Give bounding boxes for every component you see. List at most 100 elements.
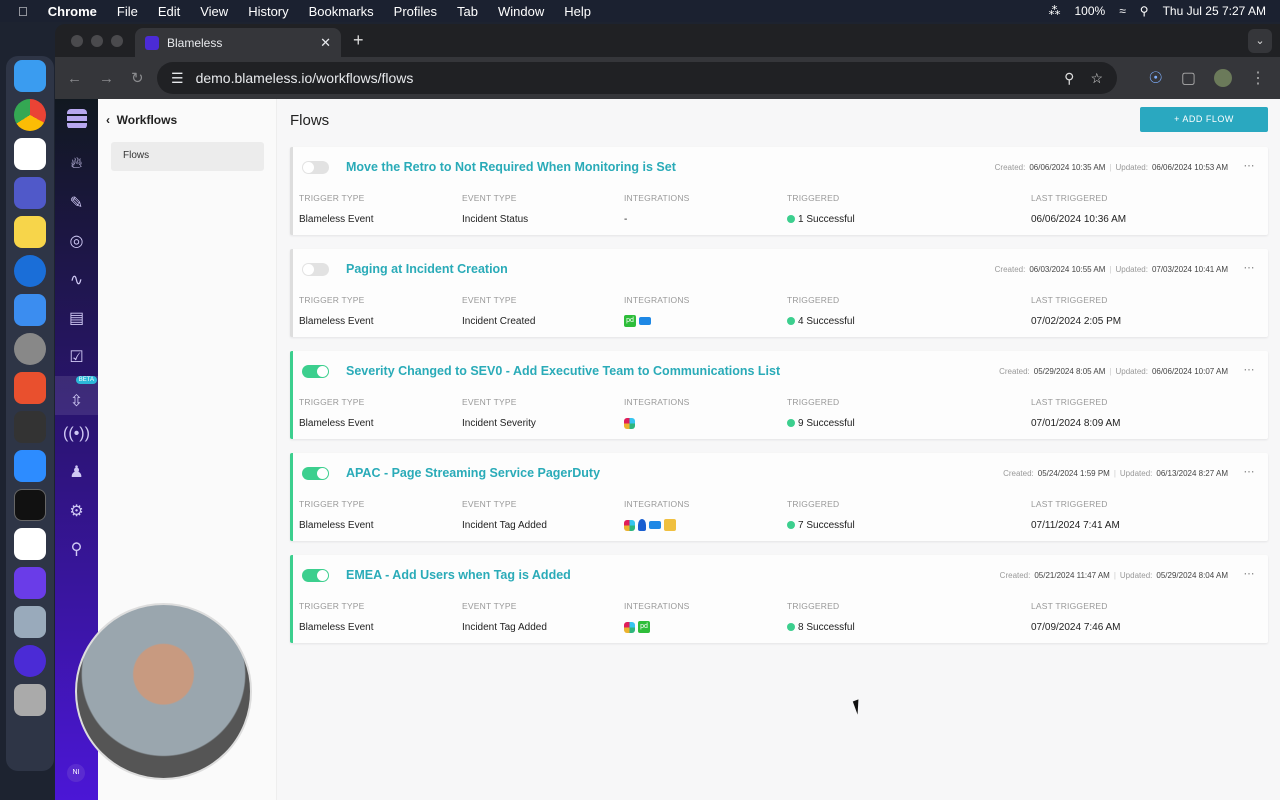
last-triggered-column: LAST TRIGGERED 07/11/2024 7:41 AM bbox=[1031, 499, 1120, 531]
url-text[interactable]: demo.blameless.io/workflows/flows bbox=[195, 70, 414, 86]
trigger-type-text: Blameless Event bbox=[299, 315, 374, 327]
teams-icon[interactable]: ♟ bbox=[69, 464, 84, 482]
extensions-icon[interactable]: ▢ bbox=[1180, 70, 1196, 87]
last-triggered-text: 07/01/2024 8:09 AM bbox=[1031, 417, 1121, 429]
flow-enabled-toggle[interactable] bbox=[302, 263, 329, 276]
forward-icon[interactable]: → bbox=[99, 69, 114, 87]
settings-icon[interactable] bbox=[14, 333, 46, 365]
add-flow-button[interactable]: + ADD FLOW bbox=[1140, 107, 1268, 132]
preview-icon[interactable] bbox=[14, 606, 46, 638]
sublime-icon[interactable] bbox=[14, 411, 46, 443]
apple-menu-icon[interactable]:  bbox=[18, 4, 28, 19]
window-controls[interactable] bbox=[71, 34, 123, 47]
calendar-check-icon[interactable]: ☑ bbox=[69, 348, 84, 366]
slack-integration-icon bbox=[624, 519, 635, 531]
more-options-icon[interactable]: ⋯ bbox=[1243, 160, 1255, 172]
workflows-icon[interactable]: ⇳ BETA bbox=[55, 376, 98, 415]
menu-bookmarks[interactable]: Bookmarks bbox=[298, 3, 374, 19]
flow-title[interactable]: Severity Changed to SEV0 - Add Executive… bbox=[346, 364, 781, 378]
new-tab-icon[interactable]: + bbox=[353, 30, 364, 50]
subnav-item-flows[interactable]: Flows bbox=[111, 142, 264, 171]
flow-title[interactable]: APAC - Page Streaming Service PagerDuty bbox=[346, 466, 601, 480]
more-options-icon[interactable]: ⋯ bbox=[1243, 262, 1255, 274]
last-triggered-label: LAST TRIGGERED bbox=[1031, 499, 1108, 509]
broadcast-icon[interactable]: ((•)) bbox=[63, 424, 90, 442]
zoom-icon[interactable] bbox=[14, 450, 46, 482]
monitoring-pulse-icon[interactable]: ∿ bbox=[69, 271, 84, 289]
zoom-icon[interactable]: ⚲ bbox=[1064, 69, 1075, 86]
tab-search-chevron-icon[interactable]: ⌄ bbox=[1248, 29, 1272, 53]
event-type-label: EVENT TYPE bbox=[462, 295, 517, 305]
menu-history[interactable]: History bbox=[238, 3, 288, 19]
menu-tab[interactable]: Tab bbox=[447, 3, 478, 19]
menu-profiles[interactable]: Profiles bbox=[383, 3, 437, 19]
triggered-text: 7 Successful bbox=[798, 519, 855, 531]
pencil-app-icon[interactable] bbox=[14, 372, 46, 404]
terminal-icon[interactable] bbox=[14, 489, 46, 521]
spotlight-icon[interactable]: ⚲ bbox=[1139, 4, 1149, 18]
blameless-logo[interactable] bbox=[66, 109, 87, 129]
flow-enabled-toggle[interactable] bbox=[302, 569, 329, 582]
mail-icon[interactable] bbox=[14, 294, 46, 326]
runbooks-icon[interactable]: ▤ bbox=[68, 310, 85, 328]
flow-title[interactable]: Paging at Incident Creation bbox=[346, 262, 508, 276]
back-icon[interactable]: ← bbox=[67, 69, 82, 87]
trash-icon[interactable] bbox=[14, 684, 46, 716]
more-options-icon[interactable]: ⋯ bbox=[1243, 364, 1255, 376]
app-icon[interactable] bbox=[14, 645, 46, 677]
triggered-text: 4 Successful bbox=[798, 315, 855, 327]
wifi-icon[interactable]: ≈ bbox=[1119, 4, 1126, 18]
vscode-icon[interactable] bbox=[14, 528, 46, 560]
shortcuts-icon[interactable] bbox=[14, 567, 46, 599]
notes-icon[interactable] bbox=[14, 216, 46, 248]
teams-icon[interactable] bbox=[14, 177, 46, 209]
browser-toolbar: ← → ↻ ☰ demo.blameless.io/workflows/flow… bbox=[55, 57, 1280, 99]
success-check-icon bbox=[787, 215, 795, 223]
profile-avatar[interactable] bbox=[1214, 69, 1232, 87]
trigger-type-label: TRIGGER TYPE bbox=[299, 193, 365, 203]
reload-icon[interactable]: ↻ bbox=[131, 70, 144, 87]
back-to-workflows[interactable]: ‹ Workflows bbox=[106, 113, 177, 127]
more-options-icon[interactable]: ⋯ bbox=[1243, 568, 1255, 580]
flow-enabled-toggle[interactable] bbox=[302, 467, 329, 480]
integrations-column: INTEGRATIONS bbox=[624, 397, 690, 429]
address-bar[interactable]: ☰ demo.blameless.io/workflows/flows ⚲ ☆ bbox=[157, 62, 1117, 94]
menu-help[interactable]: Help bbox=[554, 3, 591, 19]
flow-title[interactable]: EMEA - Add Users when Tag is Added bbox=[346, 568, 571, 582]
finder-icon[interactable] bbox=[14, 60, 46, 92]
menu-view[interactable]: View bbox=[190, 3, 228, 19]
chrome-menu-icon[interactable]: ⋮ bbox=[1250, 70, 1266, 87]
battery-percent[interactable]: 100% bbox=[1074, 4, 1106, 18]
clock[interactable]: Thu Jul 25 7:27 AM bbox=[1162, 4, 1266, 18]
triggered-column: TRIGGERED 8 Successful bbox=[787, 601, 855, 633]
user-avatar[interactable]: NI bbox=[67, 764, 85, 782]
search-icon[interactable]: ⚲ bbox=[70, 541, 83, 559]
date-divider: | bbox=[1113, 571, 1116, 580]
settings-gear-icon[interactable]: ⚙ bbox=[69, 502, 84, 520]
created-value: 05/24/2024 1:59 PM bbox=[1037, 469, 1110, 478]
person-integration-icon bbox=[638, 519, 646, 531]
incidents-flame-icon[interactable]: 🔥︎ bbox=[70, 155, 83, 173]
flow-title[interactable]: Move the Retro to Not Required When Moni… bbox=[346, 160, 676, 174]
flow-enabled-toggle[interactable] bbox=[302, 161, 329, 174]
chrome-icon[interactable] bbox=[14, 99, 46, 131]
close-tab-icon[interactable]: ✕ bbox=[320, 34, 331, 50]
flow-enabled-toggle[interactable] bbox=[302, 365, 329, 378]
updated-value: 06/13/2024 8:27 AM bbox=[1156, 469, 1228, 478]
last-triggered-column: LAST TRIGGERED 06/06/2024 10:36 AM bbox=[1031, 193, 1126, 225]
bluetooth-icon[interactable]: ⁂ bbox=[1048, 4, 1061, 18]
slo-target-icon[interactable]: ◎ bbox=[69, 233, 84, 251]
bookmark-star-icon[interactable]: ☆ bbox=[1090, 69, 1103, 86]
menu-edit[interactable]: Edit bbox=[148, 3, 180, 19]
site-settings-icon[interactable]: ☰ bbox=[171, 69, 184, 86]
menu-file[interactable]: File bbox=[107, 3, 138, 19]
more-options-icon[interactable]: ⋯ bbox=[1243, 466, 1255, 478]
retrospectives-icon[interactable]: ✎ bbox=[69, 194, 84, 212]
menu-app[interactable]: Chrome bbox=[38, 3, 97, 19]
last-triggered-value: 07/09/2024 7:46 AM bbox=[1031, 621, 1121, 633]
slack-icon[interactable] bbox=[14, 138, 46, 170]
1password-extension-icon[interactable]: ☉ bbox=[1148, 70, 1163, 87]
1password-icon[interactable] bbox=[14, 255, 46, 287]
tab-blameless[interactable]: Blameless ✕ bbox=[135, 28, 341, 57]
menu-window[interactable]: Window bbox=[488, 3, 544, 19]
